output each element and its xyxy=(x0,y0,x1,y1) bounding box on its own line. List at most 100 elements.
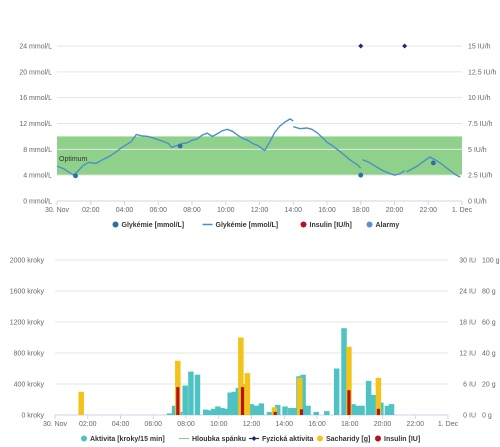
x-tick-label: 18:00 xyxy=(341,421,359,428)
x-tick-label: 22:00 xyxy=(406,421,424,428)
activity-bar xyxy=(354,405,360,415)
carbs-bar xyxy=(238,337,244,415)
activity-bar xyxy=(341,328,347,415)
insulin-bar xyxy=(273,411,277,415)
y-right-tick-label: 5 IU/h xyxy=(468,147,487,154)
y-tick-label: 12 mmol/L xyxy=(19,121,52,128)
activity-bar xyxy=(253,405,260,415)
legend-symbol xyxy=(317,435,323,442)
x-tick-label: 20:00 xyxy=(386,207,404,214)
insulin-bar xyxy=(240,387,245,415)
glucose-line xyxy=(362,159,405,176)
y-tick-label: 4 mmol/L xyxy=(23,173,52,180)
activity-chart: 0 kroky 400 kroky 800 kroky 1200 kroky 1600 … xyxy=(10,258,500,444)
y-tick-label: 1600 kroky xyxy=(10,289,45,296)
activity-bar xyxy=(215,406,221,415)
x-tick-label: 30. Nov xyxy=(43,421,68,428)
activity-bar xyxy=(166,413,173,415)
x-tick-label: 10:00 xyxy=(210,421,228,428)
optimum-label: Optimum xyxy=(59,156,88,163)
legend-symbol xyxy=(300,221,307,228)
x-tick-label: 20:00 xyxy=(374,421,392,428)
legend-label: Fyzická aktivita xyxy=(262,436,313,443)
activity-bar xyxy=(300,374,306,415)
legend-symbol xyxy=(375,435,381,442)
glucose-line xyxy=(405,156,461,178)
activity-bar xyxy=(219,408,225,415)
y-right-tick-label: 15 IU/h xyxy=(468,44,491,51)
y-right-carbs-tick: 100 g xyxy=(482,258,500,265)
glucose-point xyxy=(73,173,78,179)
optimum-band xyxy=(57,136,462,176)
y-right-insulin-tick: 12 IU xyxy=(459,351,476,358)
y-right-carbs-tick: 60 g xyxy=(482,320,496,327)
y-right-tick-label: 10 IU/h xyxy=(468,95,491,102)
alarm-marker xyxy=(358,43,364,49)
legend-label: Hloubka spánku xyxy=(192,436,246,443)
carbs-bar xyxy=(297,377,303,415)
activity-bar xyxy=(248,404,255,415)
x-tick-label: 12:00 xyxy=(243,421,261,428)
y-tick-label: 24 mmol/L xyxy=(19,44,52,51)
legend-label: Alarmy xyxy=(376,222,400,229)
glucose-line xyxy=(56,118,294,177)
activity-bar xyxy=(258,403,265,415)
x-tick-label: 18:00 xyxy=(352,207,370,214)
insulin-bar xyxy=(299,409,304,415)
activity-bar xyxy=(223,408,229,415)
x-tick-label: 16:00 xyxy=(308,421,326,428)
y-tick-label: 0 mmol/L xyxy=(23,199,52,206)
activity-bar xyxy=(388,404,395,415)
activity-bar xyxy=(202,409,209,415)
activity-bar xyxy=(211,408,217,415)
legend-label: Sacharidy [g] xyxy=(326,436,370,443)
activity-bar xyxy=(305,405,311,415)
activity-bar xyxy=(231,391,238,415)
y-right-carbs-tick: 0 g xyxy=(482,413,492,420)
carbs-bar xyxy=(271,407,278,415)
x-tick-label: 30. Nov xyxy=(45,207,70,214)
y-tick-label: 1200 kroky xyxy=(10,320,45,327)
y-right-insulin-tick: 30 IU xyxy=(459,258,476,265)
legend-label: Glykémie [mmol/L] xyxy=(122,222,185,229)
activity-bar xyxy=(182,385,188,415)
x-tick-label: 16:00 xyxy=(318,207,336,214)
y-right-carbs-tick: 40 g xyxy=(482,351,496,358)
y-right-insulin-tick: 18 IU xyxy=(459,320,476,327)
y-tick-label: 20 mmol/L xyxy=(19,69,52,76)
x-tick-label: 04:00 xyxy=(116,207,134,214)
activity-bar xyxy=(282,406,288,415)
activity-bar xyxy=(274,404,281,415)
y-right-insulin-tick: 0 IU xyxy=(463,413,476,420)
x-tick-label: 10:00 xyxy=(217,207,235,214)
activity-bar xyxy=(194,374,201,415)
x-tick-label: 1. Dec xyxy=(438,421,459,428)
x-tick-label: 14:00 xyxy=(284,207,302,214)
glucose-point xyxy=(430,160,436,166)
y-tick-label: 400 kroky xyxy=(14,382,45,389)
activity-bar xyxy=(384,405,391,415)
x-tick-label: 06:00 xyxy=(144,421,162,428)
glucose-point xyxy=(358,172,364,178)
insulin-bar xyxy=(176,387,180,415)
activity-bar xyxy=(333,368,340,415)
x-tick-label: 02:00 xyxy=(79,421,97,428)
y-right-tick-label: 7.5 IU/h xyxy=(468,121,493,128)
legend-symbol-diamond xyxy=(251,436,257,441)
activity-bar xyxy=(370,394,377,415)
x-tick-label: 08:00 xyxy=(183,207,201,214)
activity-bar xyxy=(171,405,178,415)
carbs-bar xyxy=(375,377,382,415)
activity-bar xyxy=(350,404,356,415)
x-tick-label: 04:00 xyxy=(112,421,130,428)
y-right-tick-label: 12.5 IU/h xyxy=(468,69,497,76)
activity-bar xyxy=(288,408,294,415)
legend-symbol xyxy=(112,221,119,228)
y-right-tick-label: 2.5 IU/h xyxy=(468,173,493,180)
carbs-bar xyxy=(241,384,247,415)
x-tick-label: 08:00 xyxy=(177,421,195,428)
activity-bar xyxy=(266,411,273,415)
carbs-bar xyxy=(244,373,251,415)
activity-bar xyxy=(292,408,298,415)
